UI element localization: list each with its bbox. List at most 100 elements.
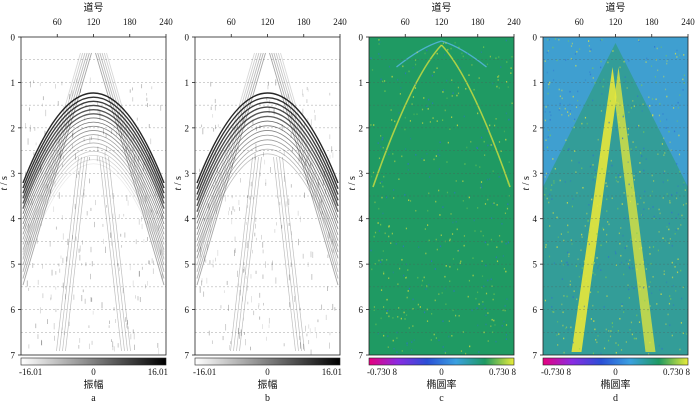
noise-speck: [495, 117, 497, 120]
noise-speck: [462, 200, 464, 202]
noise-speck: [75, 153, 76, 160]
noise-speck: [638, 321, 641, 323]
noise-speck: [606, 198, 608, 201]
noise-speck: [276, 222, 277, 226]
noise-speck: [405, 314, 408, 316]
noise-speck: [648, 285, 650, 288]
noise-speck: [675, 197, 678, 200]
noise-speck: [565, 261, 567, 264]
noise-speck: [473, 88, 475, 91]
noise-speck: [61, 327, 63, 331]
noise-speck: [677, 227, 679, 230]
noise-speck: [665, 281, 668, 284]
noise-speck: [584, 79, 587, 81]
noise-speck: [436, 67, 438, 70]
y-tick-label: 4: [185, 214, 190, 224]
noise-speck: [238, 283, 240, 288]
noise-speck: [610, 330, 612, 332]
noise-speck: [234, 236, 236, 242]
noise-speck: [415, 154, 417, 156]
noise-speck: [545, 106, 547, 108]
noise-speck: [672, 304, 675, 306]
seismic-event: [282, 156, 305, 352]
noise-speck: [117, 114, 119, 121]
noise-speck: [563, 337, 565, 340]
noise-speck: [111, 339, 112, 342]
noise-speck: [601, 93, 603, 95]
noise-speck: [633, 178, 636, 181]
noise-speck: [602, 227, 604, 229]
noise-speck: [489, 178, 491, 180]
noise-speck: [79, 245, 81, 252]
noise-speck: [448, 335, 450, 338]
noise-speck: [234, 126, 236, 131]
noise-speck: [455, 180, 457, 182]
noise-speck: [634, 238, 637, 241]
noise-speck: [383, 271, 385, 273]
noise-speck: [507, 182, 509, 184]
noise-speck: [423, 159, 425, 161]
noise-speck: [568, 114, 570, 117]
noise-speck: [39, 82, 41, 87]
noise-speck: [51, 269, 53, 276]
noise-speck: [609, 100, 612, 102]
noise-speck: [599, 39, 602, 42]
noise-speck: [656, 47, 658, 50]
noise-speck: [271, 262, 273, 267]
noise-speck: [668, 222, 670, 225]
panel-caption: d: [613, 393, 618, 404]
x-tick-label: 60: [401, 17, 411, 27]
noise-speck: [83, 192, 85, 196]
noise-speck: [562, 324, 564, 327]
noise-speck: [557, 344, 559, 346]
noise-speck: [279, 201, 281, 206]
noise-speck: [638, 247, 641, 250]
noise-speck: [456, 268, 459, 271]
noise-speck: [92, 310, 94, 315]
noise-speck: [91, 261, 93, 267]
noise-speck: [605, 328, 607, 331]
noise-speck: [681, 214, 683, 217]
noise-speck: [666, 62, 668, 65]
noise-speck: [214, 105, 216, 111]
noise-speck: [485, 323, 487, 326]
noise-speck: [593, 262, 595, 264]
noise-speck: [414, 87, 417, 89]
noise-speck: [558, 333, 560, 335]
noise-speck: [594, 273, 596, 276]
noise-speck: [95, 199, 96, 206]
noise-speck: [653, 215, 655, 218]
noise-speck: [105, 133, 107, 138]
noise-speck: [380, 289, 383, 291]
noise-speck: [630, 107, 633, 109]
noise-speck: [487, 279, 489, 282]
noise-speck: [380, 135, 382, 137]
noise-speck: [329, 154, 331, 159]
y-tick-label: 3: [11, 169, 16, 179]
noise-speck: [544, 299, 547, 302]
seismic-event: [196, 52, 266, 286]
noise-speck: [643, 169, 645, 172]
seismic-event: [273, 156, 296, 352]
noise-speck: [581, 167, 583, 170]
noise-speck: [27, 228, 29, 233]
noise-speck: [547, 136, 549, 138]
noise-speck: [29, 128, 31, 132]
noise-speck: [498, 75, 500, 77]
noise-speck: [409, 137, 412, 140]
noise-speck: [273, 109, 275, 113]
noise-speck: [643, 131, 645, 133]
seismic-event: [22, 121, 165, 219]
noise-speck: [563, 351, 565, 354]
noise-speck: [589, 73, 592, 76]
noise-speck: [556, 59, 558, 62]
noise-speck: [71, 90, 73, 97]
seismic-event: [22, 52, 90, 279]
noise-speck: [510, 72, 512, 74]
noise-speck: [210, 106, 212, 111]
noise-speck: [132, 280, 134, 287]
noise-speck: [458, 46, 460, 49]
noise-speck: [50, 297, 52, 301]
